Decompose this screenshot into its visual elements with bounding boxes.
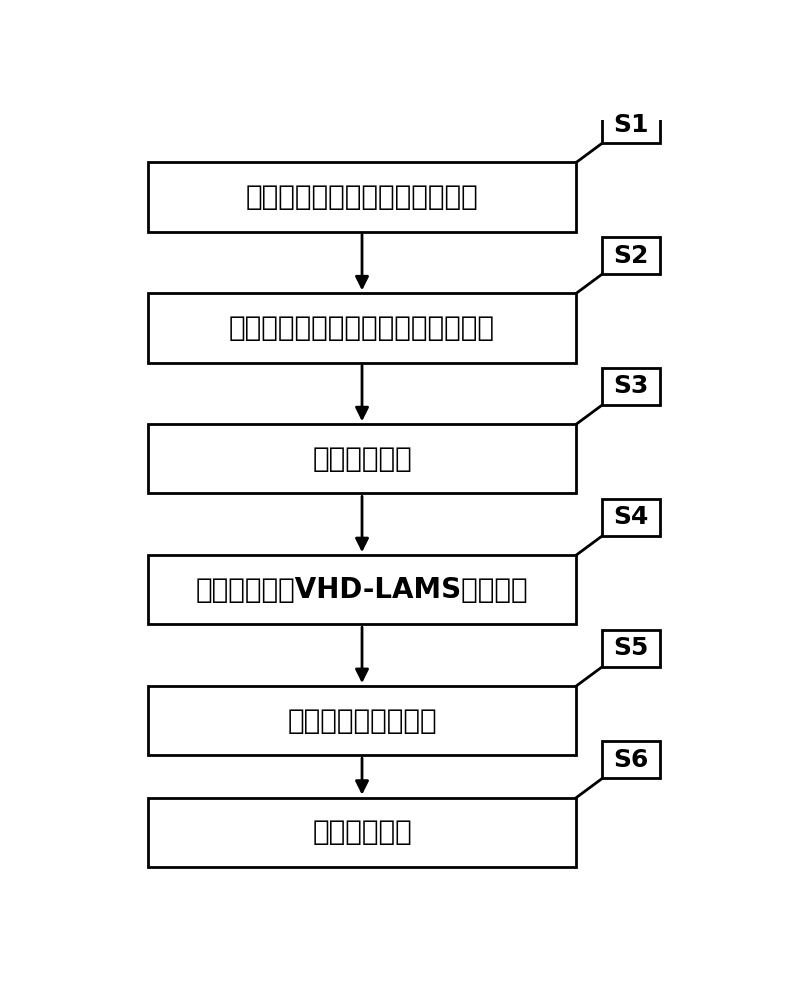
Bar <box>602 741 660 778</box>
Text: S4: S4 <box>614 505 649 529</box>
Text: 建立退化模型: 建立退化模型 <box>312 445 412 473</box>
Text: S3: S3 <box>614 374 649 398</box>
Text: S6: S6 <box>614 748 649 772</box>
Bar <box>148 555 577 624</box>
Bar <box>148 162 577 232</box>
Bar <box>602 237 660 274</box>
Bar <box>148 686 577 755</box>
Text: 电路仿真预测: 电路仿真预测 <box>312 818 412 846</box>
Text: S5: S5 <box>614 636 649 660</box>
Bar <box>148 293 577 363</box>
Bar <box>148 798 577 867</box>
Bar <box>602 368 660 405</box>
Text: 对电路中的元器件进行分类处理: 对电路中的元器件进行分类处理 <box>246 183 479 211</box>
Text: 获取电路的退化轨迹: 获取电路的退化轨迹 <box>288 707 437 735</box>
Bar <box>148 424 577 493</box>
Text: 建立元器件的VHD-LAMS退化模型: 建立元器件的VHD-LAMS退化模型 <box>196 576 529 604</box>
Bar <box>602 499 660 536</box>
Bar <box>602 630 660 667</box>
Text: 对元器件进行失效分析获取退化数据: 对元器件进行失效分析获取退化数据 <box>229 314 495 342</box>
Text: S1: S1 <box>614 113 649 137</box>
Text: S2: S2 <box>614 244 649 268</box>
Bar <box>602 106 660 143</box>
